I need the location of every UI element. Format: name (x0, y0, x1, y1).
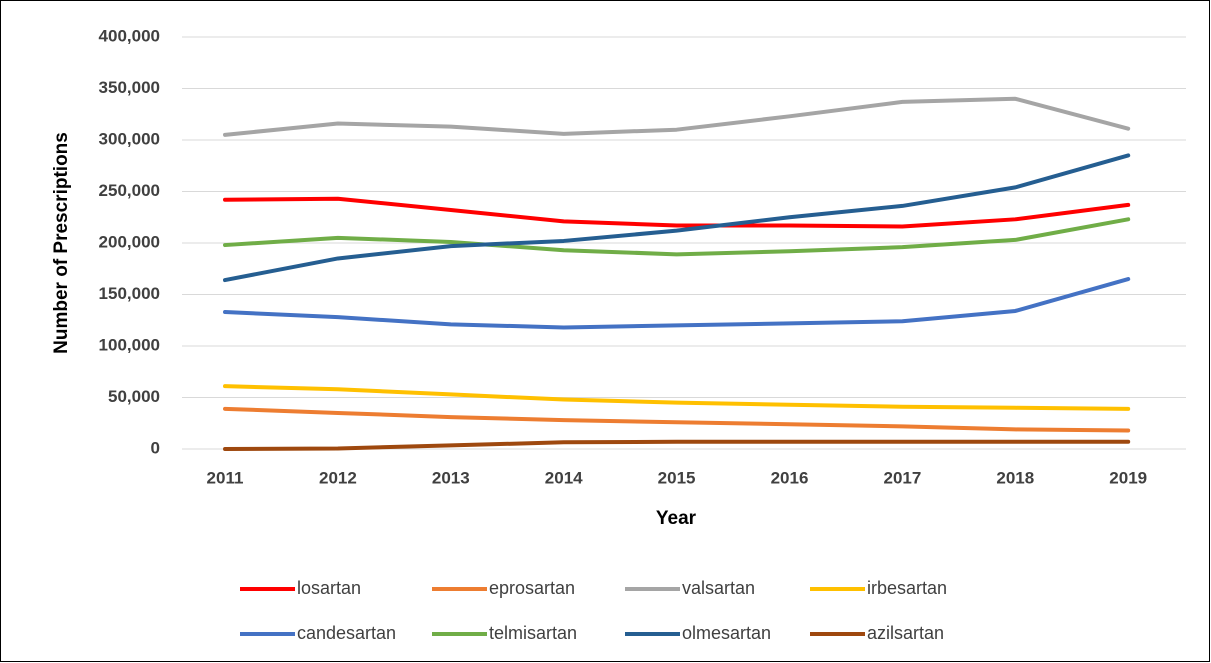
series-line (223, 96, 1131, 137)
y-tick-label: 350,000 (99, 78, 160, 97)
y-tick-label: 0 (151, 438, 160, 457)
legend-label: losartan (297, 578, 361, 598)
legend-label: candesartan (297, 623, 396, 643)
series-line (223, 384, 1131, 411)
legend-label: azilsartan (867, 623, 944, 643)
legend-label: irbesartan (867, 578, 947, 598)
series-line (223, 196, 1131, 229)
series-line (223, 153, 1131, 283)
y-axis-title: Number of Prescriptions (51, 132, 72, 354)
x-tick-label: 2012 (319, 468, 357, 487)
series-line (223, 217, 1131, 257)
x-tick-label: 2015 (658, 468, 696, 487)
y-tick-label: 400,000 (99, 26, 160, 45)
y-tick-label: 50,000 (108, 387, 160, 406)
legend-label: olmesartan (682, 623, 771, 643)
legend-label: valsartan (682, 578, 755, 598)
y-tick-label: 300,000 (99, 129, 160, 148)
x-tick-label: 2017 (883, 468, 921, 487)
x-tick-label: 2019 (1109, 468, 1147, 487)
y-tick-label: 100,000 (99, 335, 160, 354)
x-axis-title: Year (656, 508, 697, 529)
x-tick-label: 2018 (996, 468, 1034, 487)
legend-label: eprosartan (489, 578, 575, 598)
series-line (223, 439, 1131, 451)
x-tick-label: 2014 (545, 468, 583, 487)
series-line (223, 406, 1131, 433)
legend-label: telmisartan (489, 623, 577, 643)
series-line (223, 277, 1131, 330)
x-tick-label: 2011 (207, 468, 244, 487)
y-tick-label: 150,000 (99, 284, 160, 303)
y-tick-label: 200,000 (99, 232, 160, 251)
y-tick-label: 250,000 (99, 181, 160, 200)
x-tick-label: 2016 (771, 468, 809, 487)
x-tick-label: 2013 (432, 468, 470, 487)
